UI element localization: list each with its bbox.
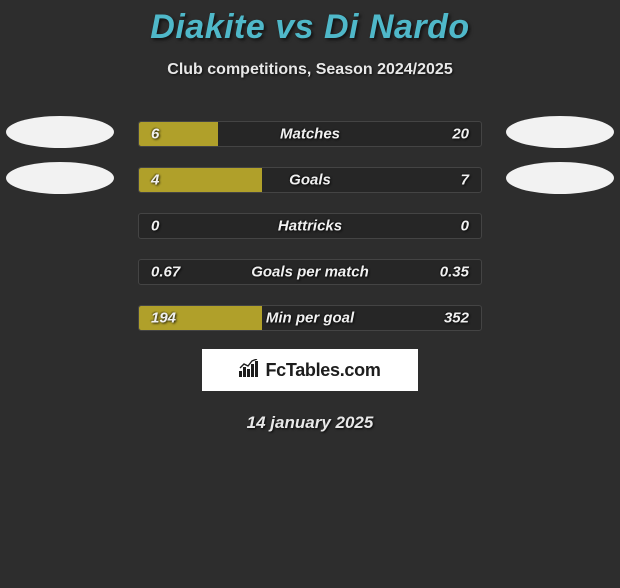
stat-bar: 0.67 Goals per match 0.35	[138, 259, 482, 285]
stat-left-value: 0.67	[151, 264, 180, 281]
snapshot-date: 14 january 2025	[0, 413, 620, 433]
stat-right-value: 352	[444, 310, 469, 327]
stat-label: Goals	[289, 172, 331, 189]
subtitle: Club competitions, Season 2024/2025	[0, 61, 620, 79]
brand-badge[interactable]: FcTables.com	[202, 349, 418, 391]
stat-row: 4 Goals 7	[0, 165, 620, 195]
stat-label: Min per goal	[266, 310, 354, 327]
comparison-chart: 6 Matches 20 4 Goals 7 0 Hattricks 0 0.67 Goals pe…	[0, 119, 620, 333]
page-title: Diakite vs Di Nardo	[0, 8, 620, 47]
stat-row: 6 Matches 20	[0, 119, 620, 149]
stat-right-value: 7	[461, 172, 469, 189]
stat-bar: 4 Goals 7	[138, 167, 482, 193]
stat-row: 0 Hattricks 0	[0, 211, 620, 241]
stat-label: Matches	[280, 126, 340, 143]
stat-right-value: 0.35	[440, 264, 469, 281]
stat-bar: 6 Matches 20	[138, 121, 482, 147]
player-left-marker	[6, 162, 114, 194]
stat-row: 194 Min per goal 352	[0, 303, 620, 333]
brand-name: FcTables.com	[265, 360, 380, 381]
stat-label: Goals per match	[251, 264, 369, 281]
stat-bar: 0 Hattricks 0	[138, 213, 482, 239]
stat-bar: 194 Min per goal 352	[138, 305, 482, 331]
stat-left-value: 4	[151, 172, 159, 189]
stat-left-value: 194	[151, 310, 176, 327]
stat-label: Hattricks	[278, 218, 342, 235]
stat-row: 0.67 Goals per match 0.35	[0, 257, 620, 287]
stat-right-value: 20	[452, 126, 469, 143]
stat-left-value: 6	[151, 126, 159, 143]
bar-chart-icon	[239, 359, 261, 382]
player-right-marker	[506, 162, 614, 194]
player-right-marker	[506, 116, 614, 148]
player-left-marker	[6, 116, 114, 148]
stat-left-value: 0	[151, 218, 159, 235]
stat-right-value: 0	[461, 218, 469, 235]
